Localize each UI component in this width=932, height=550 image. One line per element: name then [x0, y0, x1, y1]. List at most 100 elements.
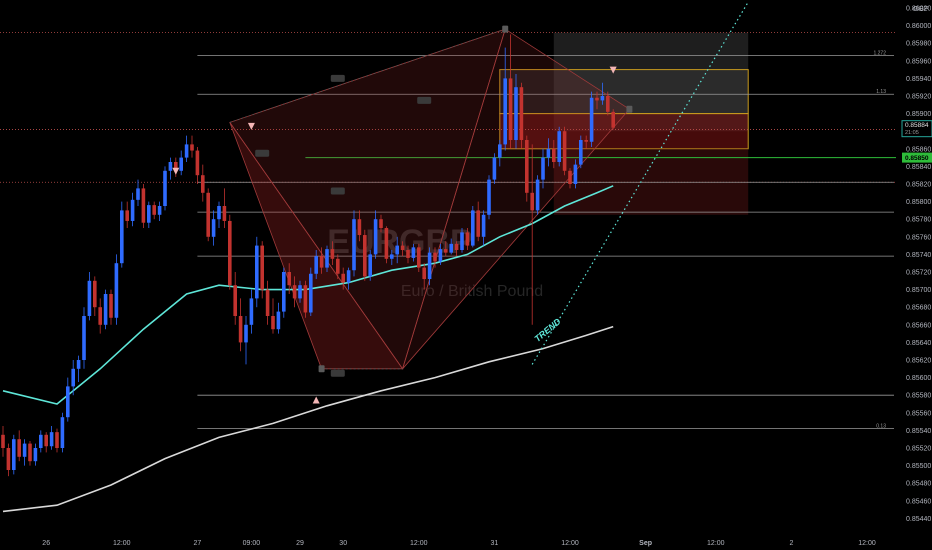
candle-body	[174, 162, 178, 171]
price-tick-label: 0.85720	[906, 270, 931, 277]
candle-body	[476, 210, 480, 237]
time-tick-label: 09:00	[243, 540, 261, 547]
candle-body	[184, 144, 189, 158]
time-tick-label: Sep	[639, 540, 652, 547]
pivot-marker	[318, 365, 325, 373]
price-tick-label: 0.86020	[906, 6, 931, 13]
candle-body	[557, 131, 561, 162]
current-price-value: 0.85884	[905, 122, 929, 129]
candle-body	[406, 250, 410, 258]
fib-level-label: 0.13	[876, 424, 886, 430]
candle-body	[103, 294, 108, 325]
candle-body	[282, 272, 286, 312]
price-tick-label: 0.85780	[906, 217, 931, 224]
down-triangle-marker	[609, 66, 617, 74]
price-tick-label: 0.85960	[906, 58, 931, 65]
candle-body	[525, 140, 529, 193]
candle-body	[228, 220, 232, 286]
candle-body	[152, 205, 156, 215]
candle-body	[384, 228, 389, 259]
price-tick-label: 0.86000	[906, 23, 931, 30]
harmonic-pattern	[229, 28, 631, 370]
symbol-watermark-subtitle: Euro / British Pound	[401, 283, 543, 300]
candle-body	[438, 249, 443, 262]
candle-body	[314, 256, 318, 274]
price-tick-label: 0.85440	[906, 516, 931, 523]
candle-body	[417, 247, 421, 268]
candle-body	[163, 170, 167, 206]
candle-body	[600, 96, 605, 101]
candle-body	[352, 219, 356, 271]
candle-body	[611, 111, 615, 128]
price-tick-label: 0.85740	[906, 252, 931, 259]
current-price-timer: 21:05	[905, 130, 919, 136]
time-tick-label: 12:00	[113, 540, 131, 547]
candle-body	[379, 219, 383, 228]
candle-body	[33, 448, 38, 462]
time-tick-label: 12:00	[858, 540, 876, 547]
candle-body	[22, 443, 27, 457]
candle-body	[28, 443, 32, 462]
green-level-value: 0.85850	[905, 155, 929, 162]
candle-body	[238, 316, 243, 343]
candle-body	[206, 192, 210, 237]
pattern-point-marker	[330, 369, 345, 377]
candle-body	[449, 243, 453, 253]
candle-body	[6, 448, 11, 470]
price-tick-label: 0.85940	[906, 76, 931, 83]
candle-body	[168, 162, 173, 171]
time-tick-label: 30	[339, 540, 347, 547]
pattern-bcd	[402, 28, 631, 370]
price-tick-label: 0.85580	[906, 393, 931, 400]
price-tick-label: 0.85820	[906, 182, 931, 189]
candle-body	[190, 144, 194, 151]
candle-body	[303, 285, 308, 313]
price-tick-label: 0.85680	[906, 305, 931, 312]
candle-body	[211, 219, 216, 237]
price-tick-label: 0.85540	[906, 428, 931, 435]
pattern-point-marker	[330, 187, 345, 195]
candle-body	[519, 87, 524, 140]
candle-body	[71, 368, 75, 387]
candle-body	[76, 360, 81, 369]
candle-body	[330, 249, 335, 259]
candle-body	[292, 285, 297, 299]
candle-body	[606, 96, 610, 112]
price-tick-label: 0.85600	[906, 375, 931, 382]
candle-body	[222, 206, 227, 221]
candle-body	[589, 97, 594, 142]
candle-body	[579, 140, 583, 165]
pattern-point-marker	[417, 96, 432, 104]
candle-body	[44, 434, 48, 447]
price-tick-label: 0.85920	[906, 94, 931, 101]
candle-body	[481, 214, 486, 237]
candle-body	[357, 219, 362, 236]
price-tick-label: 0.85560	[906, 410, 931, 417]
time-axis[interactable]: 26 12:00 27 09:00 29 30 12:00 31 12:00 Sep 12:00 2 1…	[42, 540, 876, 547]
down-triangle-marker	[247, 122, 255, 130]
price-axis[interactable]: 0.86020 0.86000 0.85980 0.85960 0.85940 0.859…	[896, 0, 932, 550]
down-triangle-marker	[172, 167, 180, 175]
candle-body	[120, 210, 124, 264]
price-tick-label: 0.85640	[906, 340, 931, 347]
candle-body	[341, 273, 345, 283]
candle-body	[427, 252, 432, 280]
candle-body	[492, 157, 497, 180]
price-tick-label: 0.85480	[906, 481, 931, 488]
candle-body	[471, 210, 475, 246]
candle-body	[255, 245, 259, 299]
time-tick-label: 12:00	[410, 540, 428, 547]
candle-body	[400, 245, 405, 250]
candle-body	[55, 432, 59, 448]
candle-body	[276, 311, 281, 330]
candlestick-series	[1, 34, 615, 477]
time-tick-label: 29	[296, 540, 304, 547]
candle-body	[487, 179, 491, 215]
up-triangle-marker	[312, 396, 320, 404]
price-tick-label: 0.85860	[906, 146, 931, 153]
candle-body	[249, 298, 254, 325]
candle-body	[390, 254, 394, 259]
candle-body	[562, 131, 567, 171]
price-tick-label: 0.85500	[906, 463, 931, 470]
